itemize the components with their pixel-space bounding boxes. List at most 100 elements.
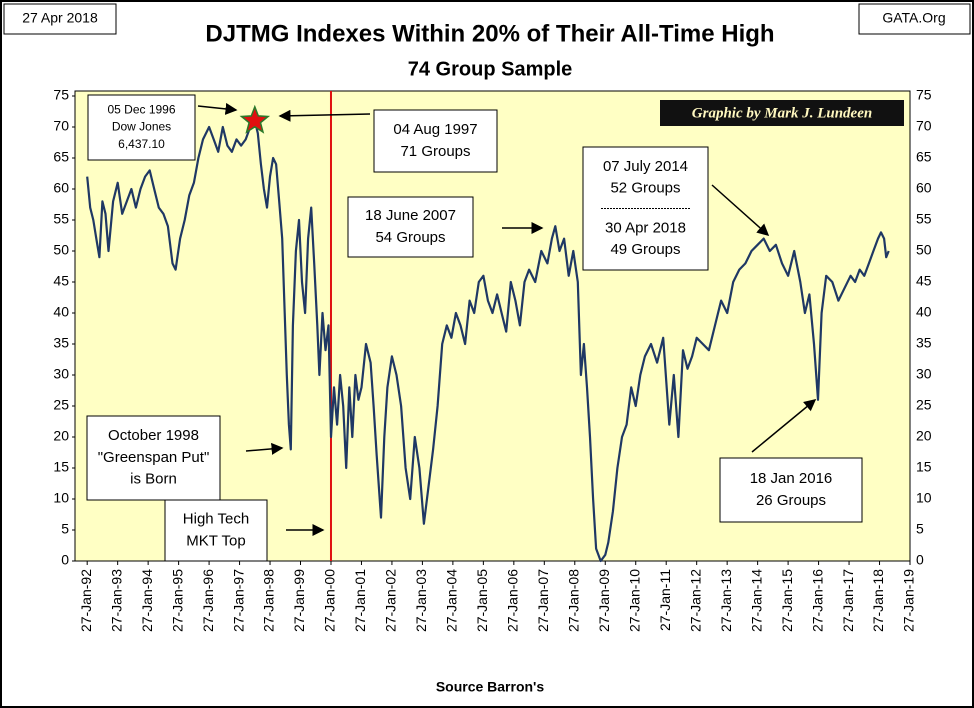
y2-tick-label: 45 — [916, 273, 932, 289]
y-tick-label: 30 — [53, 366, 69, 382]
x-tick-label: 27-Jan-18 — [870, 569, 886, 632]
y2-tick-label: 75 — [916, 87, 932, 103]
y-tick-label: 55 — [53, 211, 69, 227]
annotation-text: 54 Groups — [375, 229, 445, 246]
annotation-text: 18 June 2007 — [365, 207, 456, 224]
y-tick-label: 50 — [53, 242, 69, 258]
y-tick-label: 75 — [53, 87, 69, 103]
y2-tick-label: 15 — [916, 459, 932, 475]
x-tick-label: 27-Jan-09 — [596, 569, 612, 632]
annotation-box — [373, 109, 498, 173]
x-tick-label: 27-Jan-00 — [322, 569, 338, 632]
x-tick-label: 27-Jan-19 — [901, 569, 917, 632]
x-tick-label: 27-Jan-04 — [444, 569, 460, 632]
x-tick-label: 27-Jan-95 — [169, 569, 185, 632]
annotation-arrow — [197, 102, 238, 115]
annotation-text: 05 Dec 1996 — [107, 102, 175, 116]
site-label: GATA.Org — [882, 10, 945, 26]
highlight-star — [239, 104, 271, 134]
annotation-text: 18 Jan 2016 — [750, 470, 833, 487]
y-tick-label: 65 — [53, 149, 69, 165]
y2-tick-label: 40 — [916, 304, 932, 320]
annotation-text: 52 Groups — [610, 180, 680, 197]
x-tick-label: 27-Jan-02 — [383, 569, 399, 632]
credit: Graphic by Mark J. Lundeen — [692, 105, 872, 121]
x-tick-label: 27-Jan-98 — [261, 569, 277, 632]
y2-tick-label: 0 — [916, 552, 924, 568]
y-tick-label: 40 — [53, 304, 69, 320]
annotation-arrow — [245, 442, 284, 455]
x-tick-label: 27-Jan-01 — [352, 569, 368, 632]
annotation-arrow — [711, 184, 770, 236]
y-tick-label: 0 — [61, 552, 69, 568]
x-tick-label: 27-Jan-06 — [505, 569, 521, 632]
annotation-text: 26 Groups — [756, 492, 826, 509]
data-line — [86, 119, 890, 563]
x-tick-label: 27-Jan-17 — [840, 569, 856, 632]
x-tick-label: 27-Jan-14 — [748, 569, 764, 632]
annotation-box — [164, 499, 268, 562]
annotation-text: is Born — [130, 471, 177, 488]
y2-tick-label: 35 — [916, 335, 932, 351]
annotation-text: 71 Groups — [400, 143, 470, 160]
x-tick-label: 27-Jan-11 — [657, 569, 673, 631]
x-tick-label: 27-Jan-93 — [108, 569, 124, 632]
annotation-text: "Greenspan Put" — [98, 449, 210, 466]
y2-tick-label: 25 — [916, 397, 932, 413]
y-tick-label: 35 — [53, 335, 69, 351]
x-tick-label: 27-Jan-97 — [230, 569, 246, 632]
y2-tick-label: 70 — [916, 118, 932, 134]
x-tick-label: 27-Jan-15 — [779, 569, 795, 632]
x-tick-label: 27-Jan-10 — [626, 569, 642, 632]
chart-title: DJTMG Indexes Within 20% of Their All-Ti… — [205, 20, 774, 47]
y-tick-label: 10 — [53, 490, 69, 506]
annotation-arrow — [751, 399, 817, 453]
y2-tick-label: 5 — [916, 521, 924, 537]
date-box — [3, 3, 117, 35]
y-tick-label: 45 — [53, 273, 69, 289]
x-tick-label: 27-Jan-99 — [291, 569, 307, 632]
annotation-text: 07 July 2014 — [603, 158, 688, 175]
x-tick-label: 27-Jan-16 — [809, 569, 825, 632]
y2-tick-label: 60 — [916, 180, 932, 196]
x-tick-label: 27-Jan-03 — [413, 569, 429, 632]
x-tick-label: 27-Jan-94 — [139, 569, 155, 632]
x-tick-label: 27-Jan-08 — [565, 569, 581, 632]
annotation-text: High Tech — [183, 511, 249, 528]
annotation-arrow — [278, 109, 371, 122]
y-tick-label: 25 — [53, 397, 69, 413]
y2-tick-label: 55 — [916, 211, 932, 227]
x-tick-label: 27-Jan-07 — [535, 569, 551, 632]
annotation-box — [347, 196, 474, 258]
annotation-text: 6,437.10 — [118, 137, 165, 151]
annotation-text: 04 Aug 1997 — [393, 121, 477, 138]
site-box — [858, 3, 971, 35]
y-tick-label: 5 — [61, 521, 69, 537]
annotation-text: October 1998 — [108, 427, 199, 444]
y2-tick-label: 30 — [916, 366, 932, 382]
y2-tick-label: 20 — [916, 428, 932, 444]
x-tick-label: 27-Jan-92 — [78, 569, 94, 632]
annotation-text: Dow Jones — [112, 120, 171, 134]
chart-subtitle: 74 Group Sample — [408, 58, 573, 80]
x-tick-label: 27-Jan-96 — [200, 569, 216, 632]
y2-tick-label: 50 — [916, 242, 932, 258]
annotation-text: 30 Apr 2018 — [605, 219, 686, 236]
y-tick-label: 20 — [53, 428, 69, 444]
date-label: 27 Apr 2018 — [22, 10, 98, 26]
annotation-box — [719, 457, 863, 523]
x-axis-label: Source Barron's — [436, 679, 545, 695]
annotation-box — [87, 94, 196, 161]
x-tick-label: 27-Jan-13 — [718, 569, 734, 632]
credit-box — [660, 100, 904, 126]
y-tick-label: 70 — [53, 118, 69, 134]
y-tick-label: 15 — [53, 459, 69, 475]
x-tick-label: 27-Jan-05 — [474, 569, 490, 632]
annotation-box — [582, 146, 709, 271]
annotation-text: MKT Top — [186, 532, 245, 549]
y-tick-label: 60 — [53, 180, 69, 196]
y2-tick-label: 10 — [916, 490, 932, 506]
annotation-box — [86, 415, 221, 501]
y2-tick-label: 65 — [916, 149, 932, 165]
